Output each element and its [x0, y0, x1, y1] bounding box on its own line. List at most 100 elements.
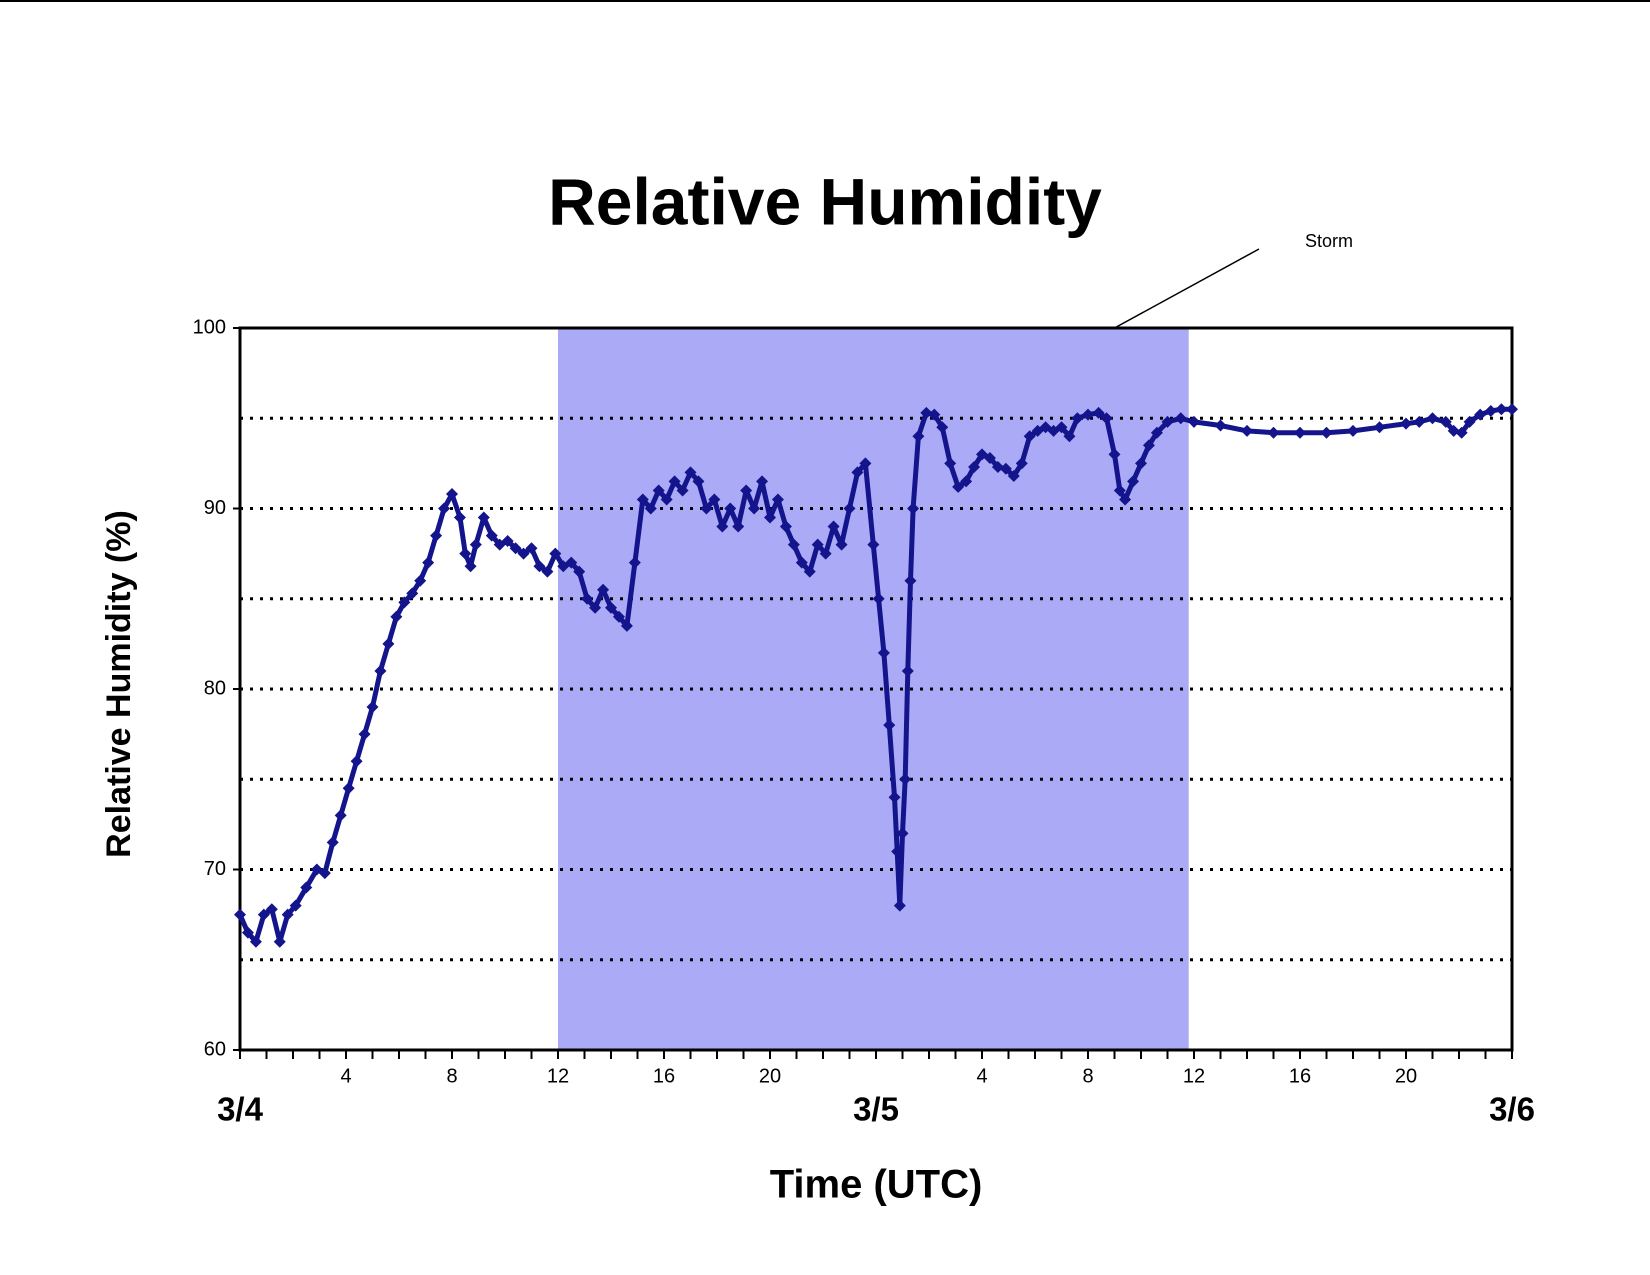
x-tick-label: 16: [653, 1065, 675, 1087]
point: [1267, 426, 1280, 439]
point: [597, 583, 610, 596]
point: [904, 574, 917, 587]
point: [300, 881, 313, 894]
point: [398, 596, 411, 609]
point: [859, 457, 872, 470]
chart-title: Relative Humidity: [548, 164, 1102, 238]
point: [1063, 430, 1076, 443]
point: [430, 529, 443, 542]
x-axis-title: Time (UTC): [770, 1163, 983, 1207]
point: [893, 899, 906, 912]
point: [1474, 408, 1487, 421]
point: [485, 529, 498, 542]
point: [1484, 405, 1497, 418]
x-tick-label: 8: [446, 1065, 457, 1087]
point: [1373, 421, 1386, 434]
point: [1214, 419, 1227, 432]
point: [652, 484, 665, 497]
point: [453, 511, 466, 524]
point: [920, 406, 933, 419]
point: [366, 701, 379, 714]
point: [289, 899, 302, 912]
point: [273, 935, 286, 948]
point: [891, 845, 904, 858]
point: [811, 538, 824, 551]
x-tick-label: 4: [976, 1065, 987, 1087]
point: [999, 462, 1012, 475]
y-tick-label: 90: [204, 497, 226, 519]
point: [334, 809, 347, 822]
point: [867, 538, 880, 551]
point: [1142, 439, 1155, 452]
y-tick-label: 70: [204, 858, 226, 880]
point: [883, 719, 896, 732]
point: [692, 475, 705, 488]
point: [628, 556, 641, 569]
point: [573, 565, 586, 578]
x-tick-label: 20: [759, 1065, 781, 1087]
point: [382, 637, 395, 650]
storm-shade: [558, 328, 1189, 1050]
point: [374, 664, 387, 677]
annotation-pointer: [1114, 248, 1260, 329]
point: [249, 935, 262, 948]
point: [708, 493, 721, 506]
point: [406, 587, 419, 600]
point: [732, 520, 745, 533]
point: [1119, 493, 1132, 506]
point: [1506, 403, 1518, 416]
point: [912, 430, 925, 443]
point: [907, 502, 920, 515]
point: [740, 484, 753, 497]
point: [1150, 426, 1163, 439]
point: [459, 547, 472, 560]
point: [676, 484, 689, 497]
point: [756, 475, 769, 488]
point: [952, 480, 965, 493]
point: [464, 560, 477, 573]
annotation-label: Storm: [1305, 231, 1353, 251]
x-tick-label: 12: [1183, 1065, 1205, 1087]
point: [358, 728, 371, 741]
point: [968, 460, 981, 473]
point: [827, 520, 840, 533]
point: [771, 493, 784, 506]
point: [779, 520, 792, 533]
point: [1400, 417, 1412, 430]
point: [1320, 426, 1333, 439]
point: [888, 791, 901, 804]
point: [541, 565, 554, 578]
point: [525, 542, 538, 555]
point: [660, 493, 673, 506]
point: [1023, 430, 1036, 443]
point: [1055, 421, 1068, 434]
point: [851, 466, 864, 479]
point: [944, 457, 957, 470]
point: [549, 547, 562, 560]
point: [928, 408, 941, 421]
point: [1347, 424, 1359, 437]
point: [1127, 475, 1140, 488]
point: [446, 488, 458, 501]
point: [991, 460, 1004, 473]
point: [1241, 424, 1253, 437]
point: [612, 610, 625, 623]
point: [281, 908, 294, 921]
point: [1100, 412, 1113, 425]
point: [1455, 426, 1468, 439]
point: [716, 520, 729, 533]
point: [1108, 448, 1121, 461]
point: [1447, 424, 1460, 437]
point: [1007, 470, 1020, 483]
point: [795, 556, 808, 569]
point: [605, 601, 617, 614]
point: [422, 556, 435, 569]
point: [326, 836, 339, 849]
point: [1174, 412, 1187, 425]
point: [700, 502, 713, 515]
point: [668, 475, 681, 488]
y-tick-label: 100: [193, 316, 226, 338]
point: [803, 565, 816, 578]
date-label: 3/5: [853, 1091, 899, 1128]
point: [1426, 412, 1439, 425]
